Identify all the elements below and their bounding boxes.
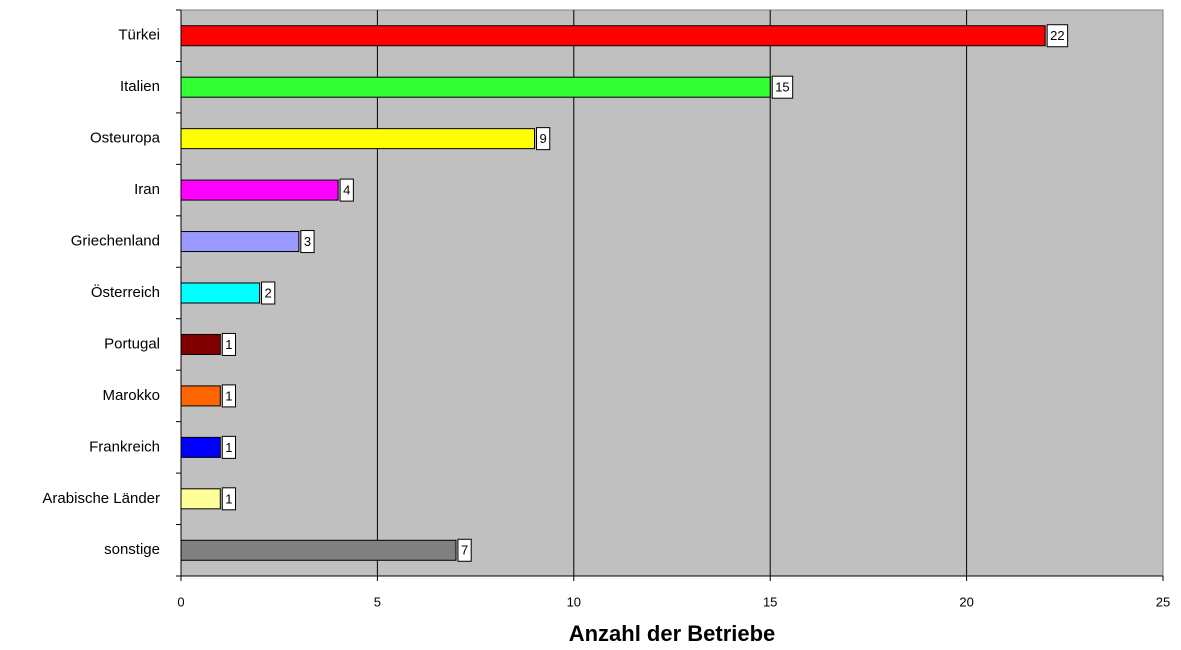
data-label: 22 [1050, 28, 1064, 43]
data-label-box [771, 75, 794, 99]
y-tick-label: Griechenland [71, 233, 160, 250]
y-tick-label: Marokko [102, 387, 160, 404]
data-label-box [300, 230, 315, 254]
y-tick-label: Portugal [104, 335, 160, 352]
data-label: 2 [265, 285, 272, 300]
bar [180, 488, 221, 510]
bar [180, 128, 536, 150]
data-label-box [221, 384, 237, 408]
y-tick-label: sonstige [104, 541, 160, 558]
y-tick-label: Türkei [118, 27, 160, 44]
data-label: 1 [225, 337, 232, 352]
y-tick-label: Frankreich [89, 438, 160, 455]
data-label: 7 [461, 543, 468, 558]
data-label-box [1046, 24, 1069, 48]
data-label: 3 [304, 234, 311, 249]
bar [180, 282, 261, 304]
y-tick-label: Osteuropa [90, 130, 161, 147]
y-tick-label: Italien [120, 78, 160, 95]
bar [180, 436, 221, 458]
data-label: 15 [775, 80, 789, 95]
bar [180, 179, 339, 201]
x-tick-label: 25 [1156, 594, 1170, 609]
y-tick-label: Iran [134, 181, 160, 198]
x-tick-label: 15 [763, 594, 777, 609]
data-label-box [221, 487, 237, 511]
data-label-box [221, 332, 237, 356]
x-axis-label: Anzahl der Betriebe [569, 621, 776, 646]
data-label: 1 [225, 440, 232, 455]
bar [180, 25, 1046, 47]
data-label-box [261, 281, 276, 305]
x-tick-label: 20 [959, 594, 973, 609]
data-label-box [457, 538, 472, 562]
bar [180, 76, 771, 98]
data-label-box [339, 178, 354, 202]
bar [180, 385, 221, 407]
y-tick-label: Österreich [91, 283, 160, 301]
data-label: 9 [540, 131, 547, 146]
bar [180, 231, 300, 253]
data-label-box [221, 435, 237, 459]
data-label: 1 [225, 491, 232, 506]
plot-area [180, 9, 1164, 577]
data-label-box [536, 127, 551, 151]
data-label: 4 [343, 183, 350, 198]
x-tick-label: 10 [567, 594, 581, 609]
x-tick-label: 0 [177, 594, 184, 609]
bar [180, 539, 457, 561]
x-tick-label: 5 [374, 594, 381, 609]
bar [180, 333, 221, 355]
data-label: 1 [225, 388, 232, 403]
y-tick-label: Arabische Länder [42, 490, 160, 507]
